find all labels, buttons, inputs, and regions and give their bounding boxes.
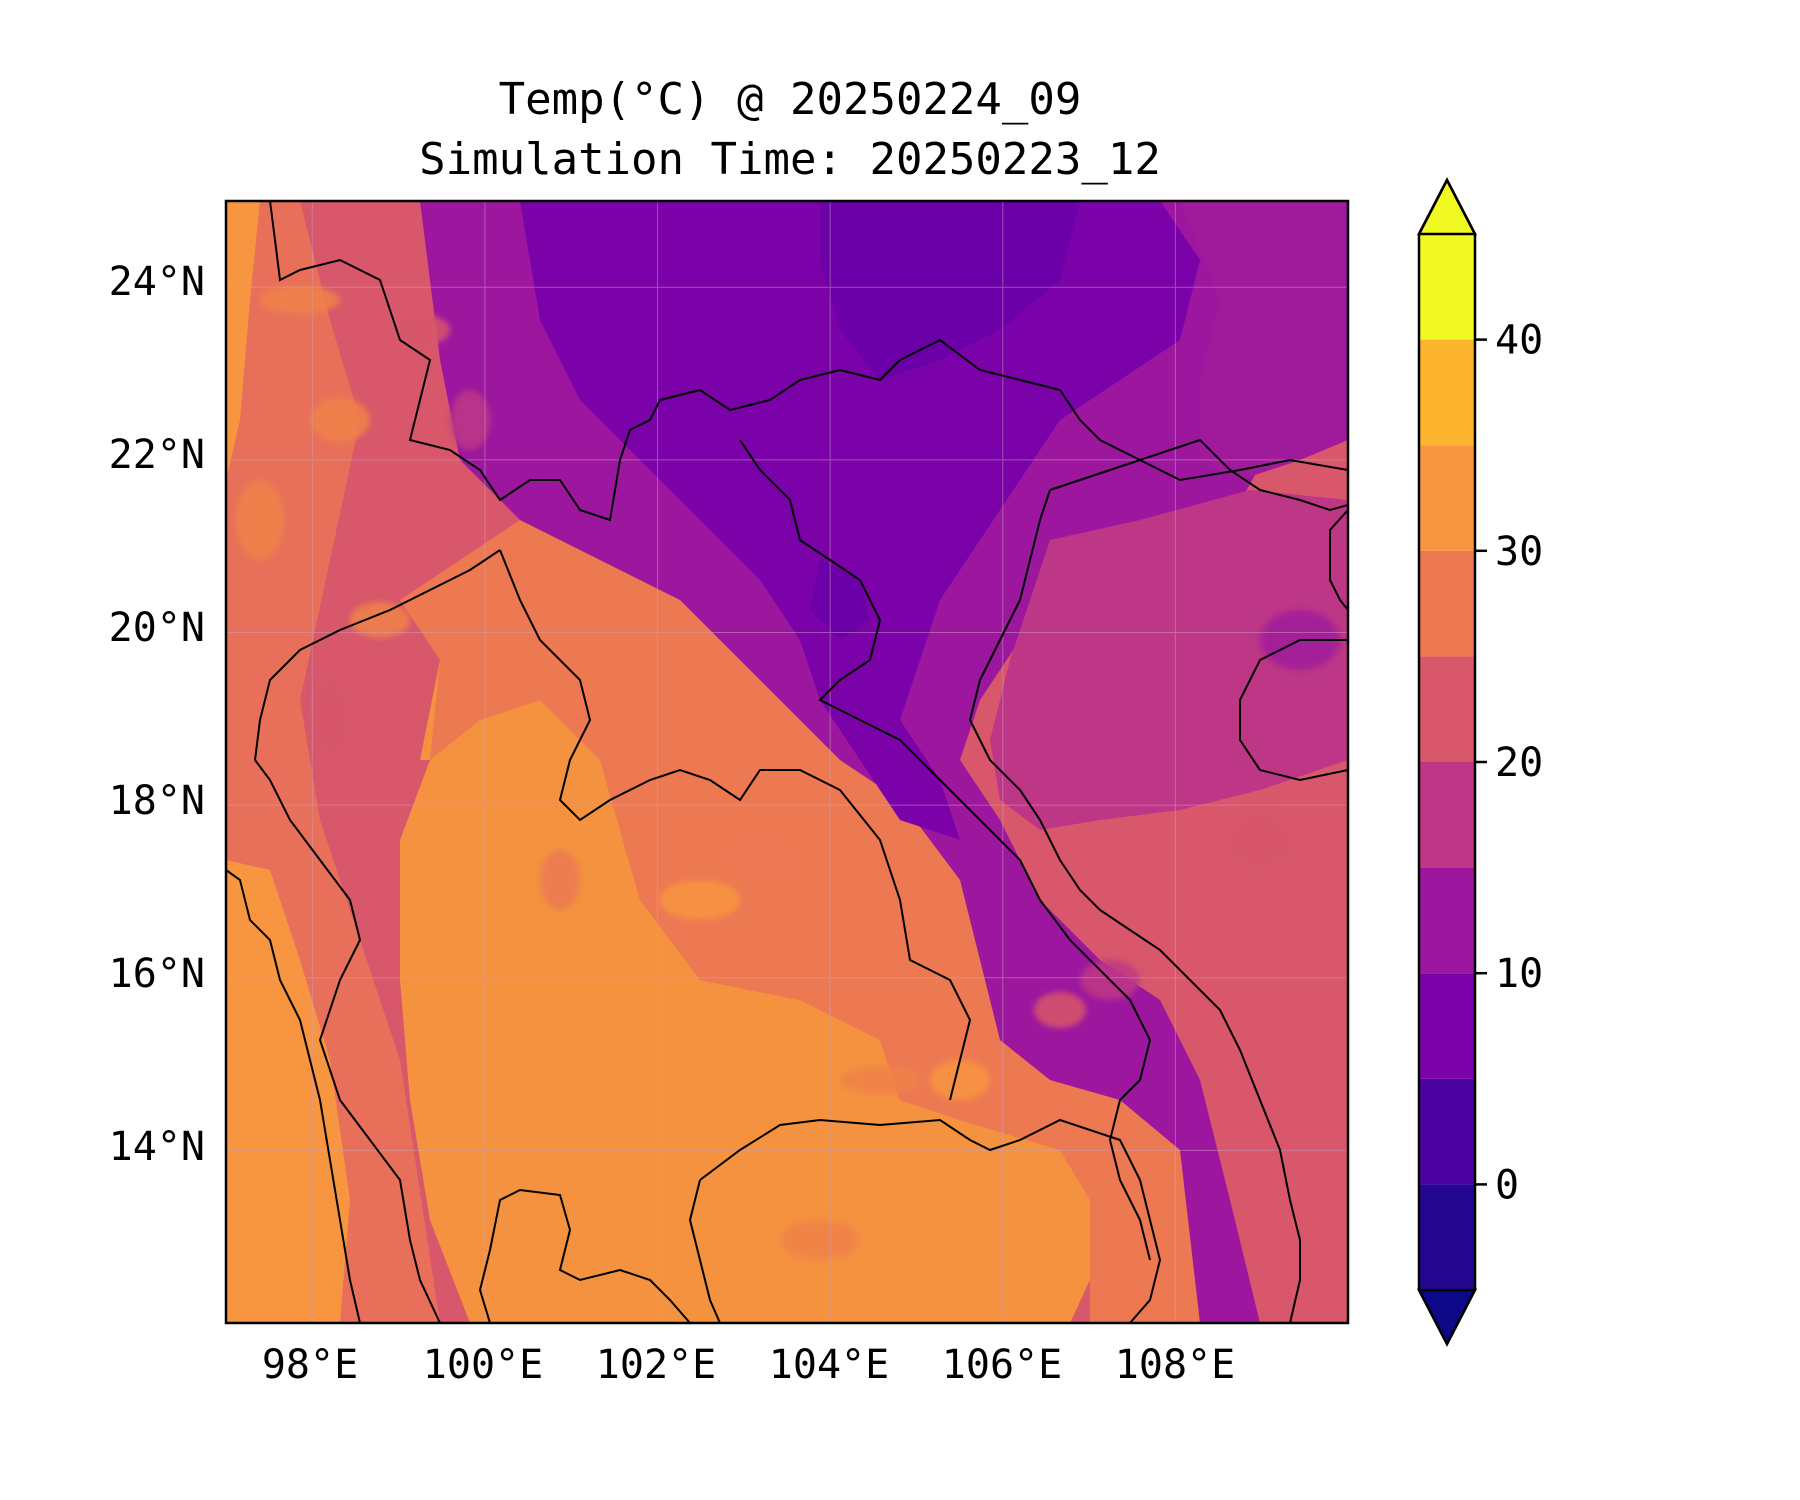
coastline-myanmar <box>226 869 361 1323</box>
coastline-gulf-of-thailand <box>478 1188 691 1323</box>
y-tick-label: 14°N <box>109 1124 205 1170</box>
title-line-1: Temp(°C) @ 20250224_09 <box>498 74 1082 125</box>
colorbar-band <box>1419 973 1475 1079</box>
colorbar-tick-label: 40 <box>1495 318 1543 364</box>
colorbar-band <box>1419 1078 1475 1185</box>
border-cambodia-vietnam-east <box>1108 1079 1151 1261</box>
colorbar-band <box>1419 1184 1475 1290</box>
colorbar-tick-label: 30 <box>1495 529 1543 575</box>
y-tick-label: 22°N <box>109 432 205 478</box>
coastlines-and-borders <box>226 201 1348 1323</box>
colorbar-band <box>1419 762 1475 868</box>
x-tick-label: 104°E <box>769 1342 889 1388</box>
temperature-zone-north-cold <box>520 201 1200 840</box>
y-tick-label: 18°N <box>109 778 205 824</box>
x-tick-label: 100°E <box>423 1342 543 1388</box>
temperature-zone-sea-cool <box>990 490 1348 830</box>
colorbar-band <box>1419 867 1475 974</box>
temperature-zone-west-hot <box>226 201 350 1323</box>
temperature-zone-central-hot <box>400 700 1090 1323</box>
colorbar-band <box>1419 234 1475 340</box>
colorbar-band <box>1419 339 1475 446</box>
coastline-vietnam <box>968 489 1301 1323</box>
x-tick-label: 108°E <box>1115 1342 1235 1388</box>
coastline-gulf-of-tonkin-north <box>1049 438 1348 512</box>
colorbar-outline <box>1417 177 1477 1347</box>
colorbar-band <box>1419 656 1475 762</box>
title-line-2: Simulation Time: 20250223_12 <box>419 134 1161 185</box>
temperature-zone-north-coldest <box>810 201 1080 640</box>
y-axis-ticks: 24°N 22°N 20°N 18°N 16°N 14°N <box>109 259 205 1170</box>
coastline-hainan <box>1239 639 1348 782</box>
colorbar-tick-label: 0 <box>1495 1162 1519 1208</box>
colorbar-extend-min <box>1416 1288 1478 1347</box>
y-tick-label: 24°N <box>109 259 205 305</box>
colorbar-band <box>1419 445 1475 551</box>
coastline-leizhou <box>1329 509 1348 611</box>
temperature-zone-central-warm <box>400 520 1200 1323</box>
colorbar: 40 30 20 10 0 <box>1416 177 1543 1347</box>
temperature-zone-northeast <box>1180 201 1348 480</box>
colorbar-tick-label: 10 <box>1495 951 1543 997</box>
y-tick-label: 20°N <box>109 605 205 651</box>
colorbar-extend-max <box>1416 177 1478 236</box>
border-laos-vietnam <box>739 439 1152 1081</box>
border-laos-thailand <box>254 549 972 1101</box>
x-tick-label: 98°E <box>262 1342 358 1388</box>
border-myanmar-thailand <box>254 759 441 1323</box>
x-axis-ticks: 98°E 100°E 102°E 104°E 106°E 108°E <box>262 1342 1235 1388</box>
plot-area <box>226 201 1348 1323</box>
border-cambodia <box>688 1118 1162 1323</box>
colorbar-tick-label: 20 <box>1495 740 1543 786</box>
x-tick-label: 102°E <box>596 1342 716 1388</box>
chart-title: Temp(°C) @ 20250224_09 Simulation Time: … <box>0 70 1580 190</box>
border-china-myanmar-laos <box>269 201 1348 522</box>
colorbar-ticks: 40 30 20 10 0 <box>1475 318 1543 1208</box>
temperature-texture <box>236 286 1340 1260</box>
colorbar-band <box>1419 550 1475 657</box>
gridlines <box>226 201 1348 1323</box>
plot-frame <box>224 199 1350 1325</box>
x-tick-label: 106°E <box>942 1342 1062 1388</box>
colorbar-bands <box>1419 234 1475 1290</box>
y-tick-label: 16°N <box>109 951 205 997</box>
